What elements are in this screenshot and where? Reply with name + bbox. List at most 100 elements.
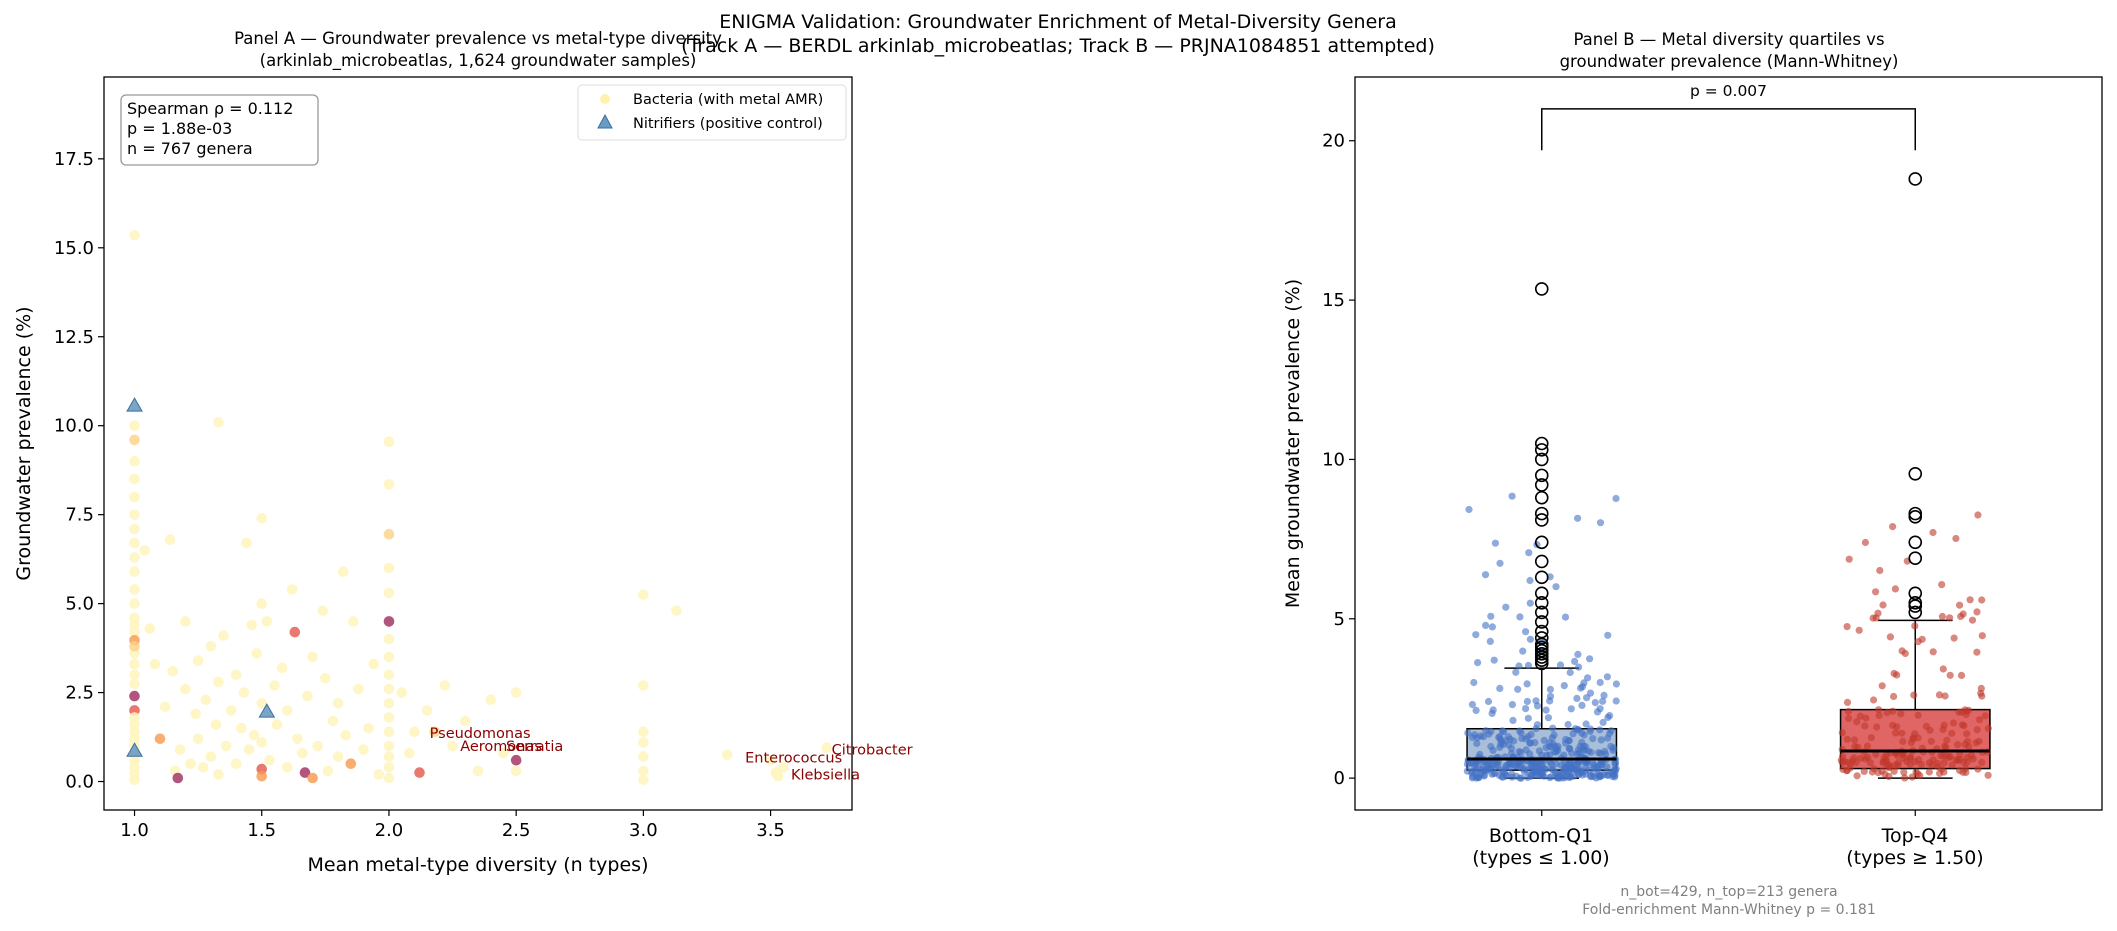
jitter-point [1851, 736, 1859, 744]
bacteria-point [248, 730, 260, 741]
jitter-point [1885, 772, 1893, 781]
bacteria-point [129, 420, 140, 432]
jitter-point [1603, 768, 1611, 776]
bacteria-point [383, 587, 395, 599]
genus-annotation: Pseudomonas [430, 726, 531, 742]
jitter-point [1486, 637, 1494, 646]
panel-a-title-line1: Panel A — Groundwater prevalence vs meta… [234, 29, 722, 48]
y-tick-label: 7.5 [65, 505, 94, 526]
jitter-point [1547, 773, 1555, 781]
bacteria-point [638, 751, 649, 762]
bacteria-point [358, 744, 369, 755]
jitter-point [1554, 771, 1562, 779]
jitter-point [1845, 714, 1853, 723]
outlier-marker [1908, 586, 1923, 601]
jitter-point [1963, 730, 1971, 738]
jitter-point [1465, 505, 1473, 514]
bacteria-point [383, 726, 395, 737]
jitter-point [1526, 739, 1534, 747]
genus-annotation: Enterococcus [745, 750, 842, 766]
panel-a-stats-box: Spearman ρ = 0.112 p = 1.88e-03 n = 767 … [120, 94, 319, 166]
bacteria-point [307, 772, 318, 784]
bacteria-point [197, 762, 209, 773]
suptitle-line1: ENIGMA Validation: Groundwater Enrichmen… [719, 11, 1396, 33]
panel-a-marks [126, 230, 832, 786]
jitter-point [1519, 647, 1527, 655]
significance-bracket-line [1541, 108, 1916, 151]
bacteria-point [671, 605, 682, 616]
bacteria-point [205, 641, 217, 652]
panel-b-title-line1: Panel B — Metal diversity quartiles vs [1573, 30, 1884, 49]
jitter-point [1856, 712, 1864, 720]
jitter-point [1612, 494, 1620, 503]
jitter-point [1917, 760, 1925, 769]
significance-label: p = 0.007 [1690, 82, 1767, 100]
jitter-point [1480, 772, 1488, 780]
jitter-point [1564, 720, 1572, 729]
bacteria-point [241, 537, 252, 549]
bacteria-point [256, 512, 268, 524]
bacteria-point [129, 434, 140, 446]
jitter-point [1546, 692, 1555, 700]
bacteria-point [180, 683, 191, 695]
jitter-point [1523, 766, 1531, 774]
jitter-point [1495, 733, 1503, 742]
y-tick-label: 10.0 [54, 416, 94, 437]
bacteria-point [472, 765, 484, 777]
bacteria-point [778, 762, 789, 773]
jitter-point [1928, 761, 1936, 769]
jitter-point [1963, 753, 1971, 762]
bacteria-point [320, 673, 331, 684]
jitter-point [1853, 718, 1861, 726]
jitter-point [1901, 649, 1909, 658]
jitter-point [1549, 766, 1557, 774]
jitter-point [1552, 583, 1560, 591]
jitter-point [1596, 678, 1604, 687]
jitter-point [1481, 571, 1490, 579]
y-tick-label: 12.5 [54, 327, 94, 348]
bacteria-point [345, 758, 357, 769]
bacteria-point [264, 754, 275, 766]
outlier-marker [1534, 513, 1549, 527]
bacteria-point [192, 733, 204, 745]
jitter-point [1522, 628, 1530, 636]
bacteria-point [307, 651, 318, 663]
jitter-point [1950, 634, 1958, 642]
jitter-point [1908, 773, 1916, 781]
bacteria-point [289, 626, 301, 638]
jitter-point [1926, 726, 1934, 734]
y-tick-label: 2.5 [65, 683, 94, 704]
stats-spearman: Spearman ρ = 0.112 [127, 99, 293, 118]
jitter-point [1582, 720, 1590, 728]
footnote-line1: n_bot=429, n_top=213 genera [1620, 884, 1837, 900]
jitter-point [1524, 661, 1532, 670]
jitter-point [1535, 747, 1543, 755]
panel-b-frame [1354, 76, 2103, 811]
bacteria-point [243, 744, 255, 755]
outlier-marker [1534, 570, 1549, 585]
jitter-point [1864, 753, 1872, 761]
genus-annotation: Serratia [506, 739, 563, 755]
bacteria-point [231, 758, 242, 769]
jitter-point [1589, 735, 1597, 743]
jitter-point [1929, 528, 1937, 537]
jitter-point [1914, 711, 1922, 719]
jitter-point [1561, 613, 1570, 621]
jitter-point [1472, 706, 1480, 715]
jitter-point [1861, 538, 1869, 547]
jitter-point [1578, 738, 1586, 747]
jitter-point [1978, 632, 1986, 640]
jitter-point [1890, 767, 1898, 775]
jitter-point [1488, 709, 1496, 718]
outlier-marker [1534, 452, 1549, 467]
panel-b: Panel B — Metal diversity quartiles vs g… [1282, 30, 2103, 918]
panel-a: Panel A — Groundwater prevalence vs meta… [13, 29, 913, 876]
jitter-point [1597, 736, 1605, 744]
jitter-point [1473, 739, 1481, 748]
bacteria-point [256, 598, 268, 609]
bacteria-point [317, 605, 329, 616]
category-top-q4-line1: Top-Q4 [1881, 825, 1949, 847]
jitter-point [1575, 663, 1583, 671]
jitter-point [1586, 725, 1595, 733]
jitter-point [1594, 762, 1602, 771]
